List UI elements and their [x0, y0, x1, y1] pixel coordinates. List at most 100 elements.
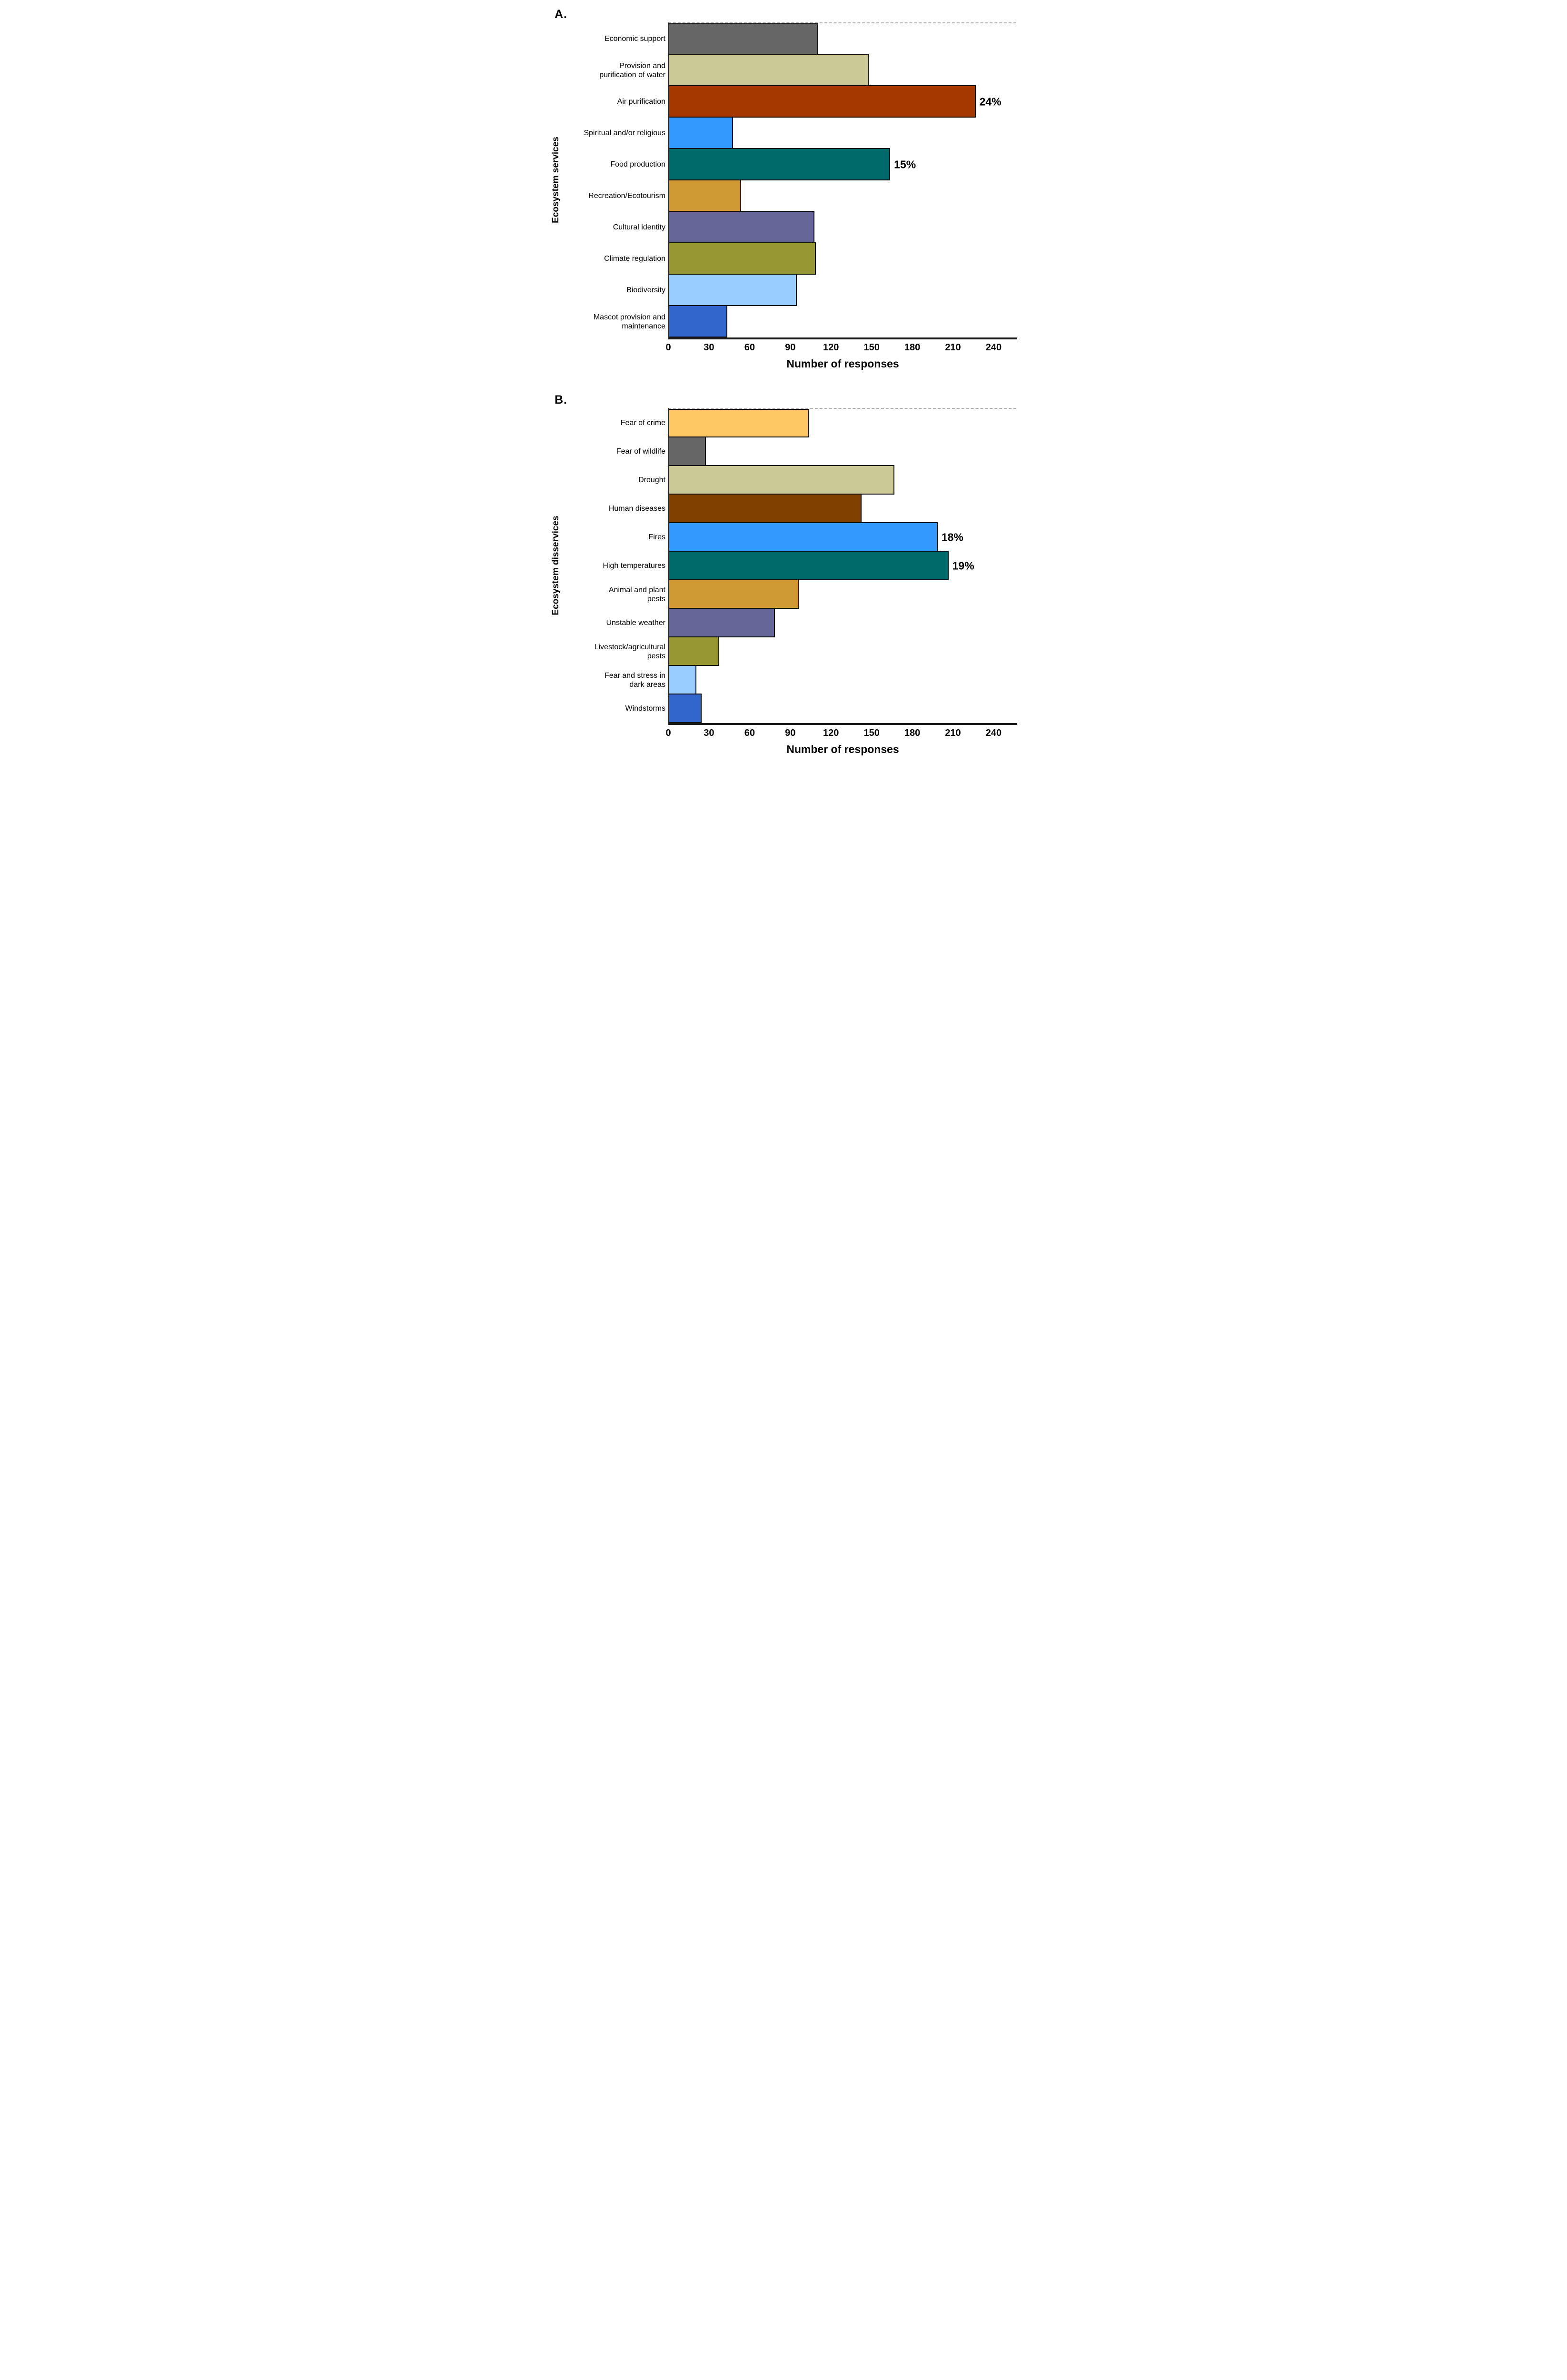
percentage-annotation: 18%: [941, 531, 963, 544]
bar: [669, 522, 938, 552]
bar-row: Fear of crime: [621, 409, 1016, 437]
panel-a-x-axis-title: Number of responses: [786, 357, 899, 370]
bar-row: Mascot provision and maintenance: [594, 305, 1016, 337]
panel-b: B. Ecosystem disservices Fear of crime Fe…: [548, 388, 1019, 758]
bar-row: Cultural identity: [613, 211, 1016, 243]
category-label: Windstorms: [625, 704, 665, 713]
x-tick-label: 240: [985, 728, 1002, 738]
bar-row: Fear and stress in dark areas: [605, 665, 1016, 694]
panel-b-x-axis-line: [668, 723, 1017, 725]
bar-row: Unstable weather: [606, 608, 1016, 637]
category-label: Air purification: [617, 98, 665, 106]
bar: [669, 665, 696, 694]
bar: [669, 179, 741, 212]
bar-row: Fear of wildlife: [616, 436, 1016, 466]
x-tick-label: 0: [665, 342, 671, 353]
bar-row: Recreation/Ecotourism: [588, 179, 1016, 212]
panel-gap: [548, 372, 1019, 388]
bar: [669, 694, 702, 723]
category-label: Human diseases: [608, 505, 665, 513]
bar-row: Economic support: [605, 23, 1016, 55]
category-label: Fear and stress in dark areas: [604, 671, 665, 689]
category-label: Livestock/agricultural pests: [594, 643, 665, 660]
panel-a-x-axis-line: [668, 337, 1017, 339]
x-tick-label: 150: [863, 342, 880, 353]
bar-row: Windstorms: [625, 694, 1016, 723]
category-label: Fear of crime: [620, 419, 665, 427]
category-label: Mascot provision and maintenance: [593, 313, 665, 330]
bar: [669, 636, 720, 666]
percentage-annotation: 24%: [979, 95, 1002, 108]
x-tick-label: 150: [863, 728, 880, 738]
category-label: Spiritual and/or religious: [584, 129, 665, 138]
category-label: Unstable weather: [606, 619, 665, 627]
panel-a: A. Ecosystem services Economic support Pr…: [548, 3, 1019, 372]
category-label: High temperatures: [603, 562, 665, 570]
x-tick-label: 210: [945, 728, 961, 738]
x-tick-label: 90: [785, 342, 796, 353]
category-label: Fear of wildlife: [616, 447, 665, 456]
bar-row: Livestock/agricultural pests: [595, 636, 1016, 666]
category-label: Recreation/Ecotourism: [588, 192, 665, 200]
bar-row: High temperatures 19%: [603, 551, 1016, 580]
bar-row: Spiritual and/or religious: [584, 117, 1016, 149]
panel-a-letter: A.: [555, 8, 567, 21]
bar: [669, 465, 894, 495]
category-label: Economic support: [604, 35, 665, 43]
bar-row: Air purification 24%: [617, 85, 1016, 118]
bar: [669, 579, 800, 609]
category-label: Drought: [638, 476, 665, 485]
two-panel-bar-figure: A. Ecosystem services Economic support Pr…: [548, 0, 1019, 767]
percentage-annotation: 15%: [894, 158, 916, 171]
bar-row: Fires 18%: [648, 522, 1016, 552]
panel-b-x-axis-title: Number of responses: [786, 743, 899, 755]
bar-row: Climate regulation: [604, 242, 1016, 275]
bar: [669, 305, 728, 337]
bar-row: Food production 15%: [610, 148, 1016, 180]
panel-b-chart: Ecosystem disservices Fear of crime Fear …: [548, 408, 1019, 723]
category-label: Cultural identity: [613, 223, 665, 232]
bar-row: Biodiversity: [626, 274, 1016, 306]
x-tick-label: 30: [704, 342, 714, 353]
percentage-annotation: 19%: [952, 559, 974, 572]
panel-A-ticks: 0 30 60 90 120 150 180 210 240: [665, 339, 1017, 354]
bar: [669, 117, 733, 149]
category-label: Food production: [610, 160, 665, 169]
bar: [669, 494, 862, 523]
bar-row: Provision and purification of water: [599, 54, 1016, 86]
panel-a-chart: Ecosystem services Economic support Provi…: [548, 22, 1019, 337]
panel-a-plot-area: Economic support Provision and purificati…: [584, 22, 1016, 337]
x-tick-label: 30: [704, 728, 714, 738]
bar: [669, 551, 949, 580]
bar: [669, 409, 809, 437]
bar-row: Drought: [638, 465, 1016, 495]
x-tick-label: 210: [945, 342, 961, 353]
bar-row: Animal and plant pests: [609, 579, 1016, 609]
category-label: Biodiversity: [626, 286, 665, 295]
bar: [669, 23, 819, 55]
x-tick-label: 120: [823, 342, 839, 353]
panel-A-rows: Economic support Provision and purificati…: [584, 23, 1016, 337]
x-tick-label: 0: [665, 728, 671, 738]
x-tick-label: 120: [823, 728, 839, 738]
panel-B-rows: Fear of crime Fear of wildlife Drought Huma…: [595, 409, 1016, 723]
category-label: Climate regulation: [604, 255, 665, 263]
category-label: Animal and plant pests: [608, 585, 665, 603]
bar: [669, 608, 775, 637]
bar: [669, 148, 891, 180]
panel-b-plot-area: Fear of crime Fear of wildlife Drought Huma…: [595, 408, 1016, 723]
bar: [669, 436, 706, 466]
bar-row: Human diseases: [609, 494, 1016, 523]
category-label: Fires: [648, 533, 665, 542]
category-label: Provision and purification of water: [599, 61, 665, 79]
bar: [669, 274, 797, 306]
x-tick-label: 180: [904, 342, 921, 353]
x-tick-label: 240: [985, 342, 1002, 353]
bar: [669, 85, 976, 118]
bar: [669, 54, 869, 86]
bar: [669, 242, 816, 275]
panel-B-ticks: 0 30 60 90 120 150 180 210 240: [665, 725, 1017, 739]
x-tick-label: 90: [785, 728, 796, 738]
panel-b-letter: B.: [555, 393, 567, 407]
x-tick-label: 180: [904, 728, 921, 738]
